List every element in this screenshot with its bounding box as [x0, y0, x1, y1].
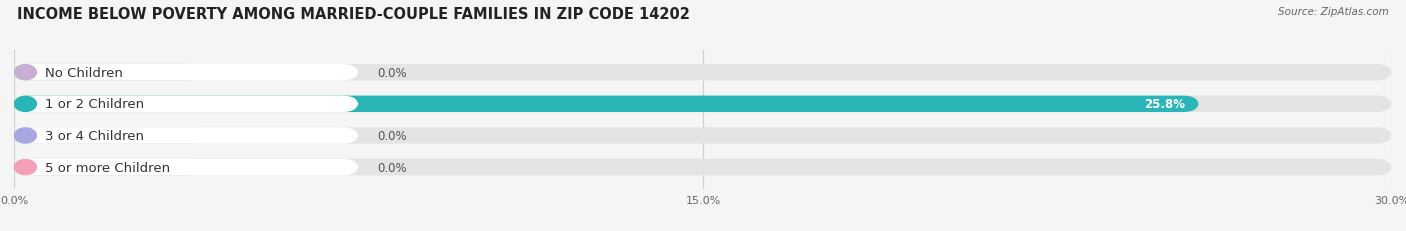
Circle shape — [14, 128, 37, 143]
FancyBboxPatch shape — [14, 128, 359, 144]
Text: 3 or 4 Children: 3 or 4 Children — [45, 129, 143, 142]
FancyBboxPatch shape — [14, 65, 359, 81]
Circle shape — [14, 160, 37, 175]
Circle shape — [14, 97, 37, 112]
Circle shape — [14, 65, 37, 80]
Text: 1 or 2 Children: 1 or 2 Children — [45, 98, 143, 111]
Text: Source: ZipAtlas.com: Source: ZipAtlas.com — [1278, 7, 1389, 17]
Text: 0.0%: 0.0% — [377, 161, 406, 174]
FancyBboxPatch shape — [14, 96, 359, 112]
FancyBboxPatch shape — [14, 65, 204, 81]
FancyBboxPatch shape — [14, 96, 1392, 112]
Text: No Children: No Children — [45, 66, 122, 79]
FancyBboxPatch shape — [14, 159, 359, 176]
Text: INCOME BELOW POVERTY AMONG MARRIED-COUPLE FAMILIES IN ZIP CODE 14202: INCOME BELOW POVERTY AMONG MARRIED-COUPL… — [17, 7, 690, 22]
Text: 25.8%: 25.8% — [1144, 98, 1185, 111]
FancyBboxPatch shape — [14, 159, 1392, 176]
Text: 0.0%: 0.0% — [377, 129, 406, 142]
FancyBboxPatch shape — [14, 96, 1199, 112]
FancyBboxPatch shape — [14, 128, 204, 144]
FancyBboxPatch shape — [14, 65, 1392, 81]
Text: 5 or more Children: 5 or more Children — [45, 161, 170, 174]
Text: 0.0%: 0.0% — [377, 66, 406, 79]
FancyBboxPatch shape — [14, 159, 204, 176]
FancyBboxPatch shape — [14, 128, 1392, 144]
